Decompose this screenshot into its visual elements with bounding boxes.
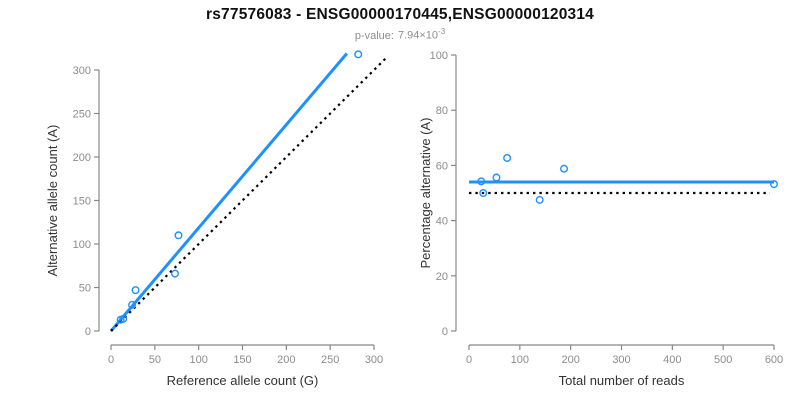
p-value-subtitle: p-value: 7.94×10-3 xyxy=(0,27,800,42)
x-tick-label: 100 xyxy=(511,354,529,366)
y-tick-label: 60 xyxy=(436,160,448,172)
data-point xyxy=(174,231,183,240)
x-tick-label: 150 xyxy=(233,354,251,366)
data-point xyxy=(354,50,363,59)
x-axis-title: Total number of reads xyxy=(559,373,685,388)
p-value-exponent: -3 xyxy=(438,27,446,36)
y-tick-label: 300 xyxy=(73,65,91,77)
y-tick-label: 250 xyxy=(73,109,91,121)
y-tick-label: 0 xyxy=(85,326,91,338)
x-tick-label: 500 xyxy=(714,354,732,366)
y-tick-label: 100 xyxy=(430,50,448,62)
y-axis-title: Alternative allele count (A) xyxy=(45,125,60,277)
panel-left: 0 50 100 150 200 250 300 0 50 100 150 200 250 300 Refe… xyxy=(45,50,389,388)
data-point xyxy=(119,314,128,323)
x-tick-label: 200 xyxy=(561,354,579,366)
y-tick-label: 80 xyxy=(436,105,448,117)
p-value-mantissa: 7.94×10 xyxy=(397,29,439,42)
x-tick-label: 300 xyxy=(365,354,383,366)
p-value-label: p-value: xyxy=(354,29,394,42)
data-point xyxy=(477,177,486,186)
y-tick-label: 50 xyxy=(79,283,91,295)
data-point xyxy=(128,300,137,309)
y-tick-label: 200 xyxy=(73,152,91,164)
data-point xyxy=(492,173,501,182)
identity-line xyxy=(110,55,389,332)
data-point xyxy=(479,188,488,197)
figure-header: rs77576083 - ENSG00000170445,ENSG0000012… xyxy=(0,0,800,42)
y-tick-label: 40 xyxy=(436,216,448,228)
x-tick-label: 400 xyxy=(663,354,681,366)
data-point xyxy=(170,269,179,278)
x-tick-label: 50 xyxy=(149,354,161,366)
x-tick-label: 200 xyxy=(277,354,295,366)
panel-right: 0 100 200 300 400 500 600 0 20 40 60 80 100 Total num… xyxy=(418,50,783,388)
y-tick-label: 100 xyxy=(73,239,91,251)
x-tick-label: 100 xyxy=(189,354,207,366)
x-tick-label: 300 xyxy=(612,354,630,366)
data-point xyxy=(535,195,544,204)
x-axis-title: Reference allele count (G) xyxy=(167,373,319,388)
x-tick-label: 250 xyxy=(321,354,339,366)
x-tick-label: 0 xyxy=(108,354,114,366)
fit-line xyxy=(109,52,348,332)
y-tick-label: 150 xyxy=(73,196,91,208)
data-point xyxy=(503,153,512,162)
y-axis-title: Percentage alternative (A) xyxy=(418,117,433,268)
plot-title: rs77576083 - ENSG00000170445,ENSG0000012… xyxy=(206,6,594,23)
x-tick-label: 0 xyxy=(466,354,472,366)
data-point xyxy=(131,286,140,295)
data-point xyxy=(560,164,569,173)
y-tick-label: 20 xyxy=(436,271,448,283)
data-point xyxy=(770,180,779,189)
x-tick-label: 600 xyxy=(765,354,783,366)
y-tick-label: 0 xyxy=(442,326,448,338)
